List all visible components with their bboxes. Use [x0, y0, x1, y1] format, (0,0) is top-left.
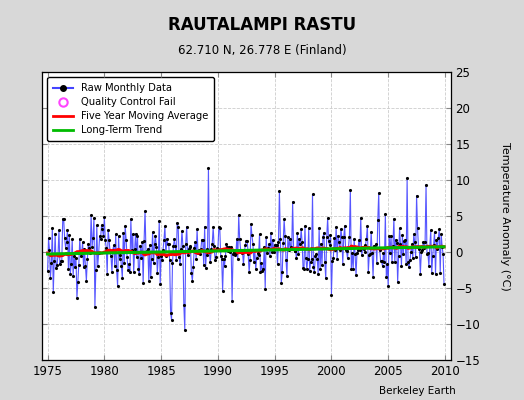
Text: Berkeley Earth: Berkeley Earth [379, 386, 456, 396]
Legend: Raw Monthly Data, Quality Control Fail, Five Year Moving Average, Long-Term Tren: Raw Monthly Data, Quality Control Fail, … [47, 77, 214, 141]
Text: 62.710 N, 26.778 E (Finland): 62.710 N, 26.778 E (Finland) [178, 44, 346, 57]
Y-axis label: Temperature Anomaly (°C): Temperature Anomaly (°C) [500, 142, 510, 290]
Text: RAUTALAMPI RASTU: RAUTALAMPI RASTU [168, 16, 356, 34]
